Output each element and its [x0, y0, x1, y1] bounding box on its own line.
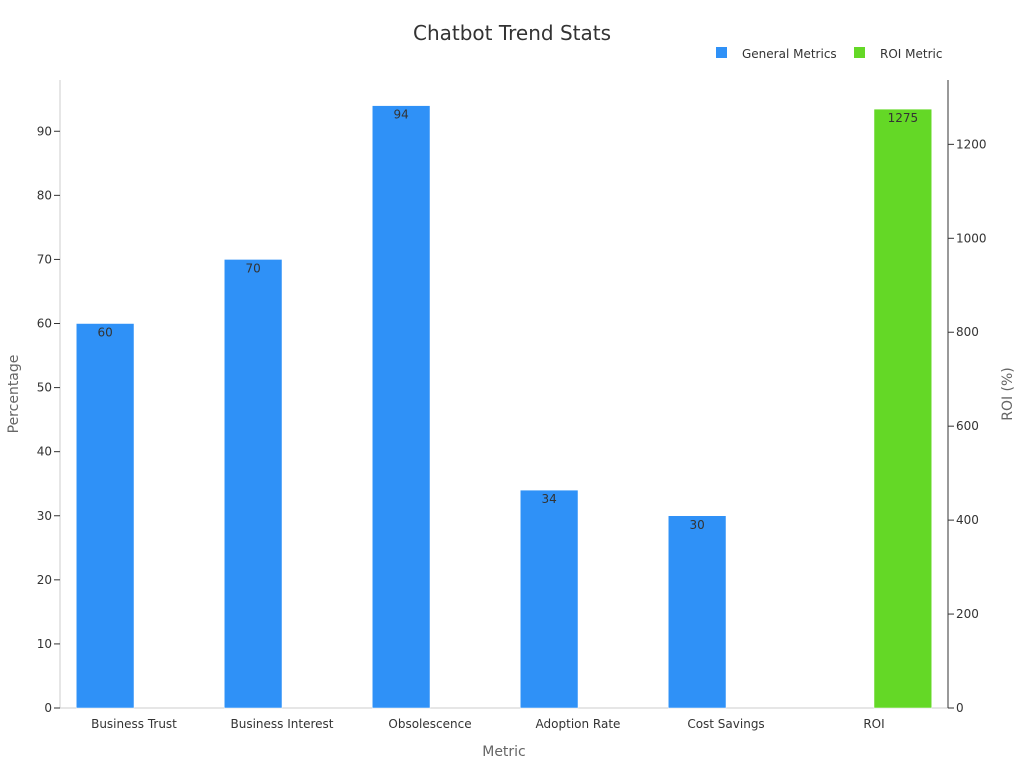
- legend-swatch-general-metrics: [716, 47, 727, 58]
- data-label-business-interest: 70: [245, 261, 260, 275]
- bar-adoption-rate: [520, 489, 579, 709]
- y-tick-label: 60: [37, 317, 52, 331]
- legend: General Metrics ROI Metric: [716, 47, 942, 61]
- bar-cost-savings: [668, 515, 727, 709]
- y-tick-label: 80: [37, 188, 52, 202]
- y-tick-label: 10: [37, 637, 52, 651]
- chart-title: Chatbot Trend Stats: [413, 21, 611, 45]
- y-tick-label: 30: [37, 509, 52, 523]
- y-tick-label: 0: [44, 701, 52, 715]
- x-tick-label-business-trust: Business Trust: [91, 717, 177, 731]
- data-label-roi: 1275: [888, 111, 919, 125]
- bar-roi: [873, 108, 932, 709]
- data-label-adoption-rate: 34: [541, 492, 556, 506]
- x-tick-label-adoption-rate: Adoption Rate: [536, 717, 621, 731]
- legend-label-roi-metric: ROI Metric: [880, 47, 942, 61]
- y-tick-label: 50: [37, 381, 52, 395]
- y2-tick-label: 1000: [956, 231, 987, 245]
- y-axis-title: Percentage: [6, 355, 22, 434]
- x-tick-label-business-interest: Business Interest: [231, 717, 334, 731]
- bar-business-trust: [76, 323, 135, 709]
- y-tick-label: 90: [37, 124, 52, 138]
- bar-business-interest: [224, 259, 283, 709]
- x-axis-title: Metric: [482, 744, 526, 760]
- bars: 60 70 94 34 30 1275: [76, 105, 932, 709]
- y-tick-label: 40: [37, 445, 52, 459]
- category-labels: Business Trust Business Interest Obsolesce…: [91, 717, 885, 731]
- data-label-cost-savings: 30: [689, 518, 704, 532]
- y2-axis-ticks: 0 200 400 600 800 1000 1200: [948, 137, 987, 715]
- x-tick-label-roi: ROI: [863, 717, 884, 731]
- y2-axis-title: ROI (%): [1000, 367, 1016, 421]
- y-tick-label: 20: [37, 573, 52, 587]
- y-tick-label: 70: [37, 252, 52, 266]
- y2-tick-label: 600: [956, 419, 979, 433]
- y2-tick-label: 200: [956, 607, 979, 621]
- data-label-obsolescence: 94: [393, 108, 408, 122]
- y2-tick-label: 1200: [956, 137, 987, 151]
- x-tick-label-cost-savings: Cost Savings: [687, 717, 764, 731]
- legend-swatch-roi-metric: [854, 47, 865, 58]
- y-axis-ticks: 0 10 20 30 40 50 60 70 80 90: [37, 124, 60, 715]
- y2-tick-label: 400: [956, 513, 979, 527]
- x-tick-label-obsolescence: Obsolescence: [388, 717, 471, 731]
- y2-tick-label: 0: [956, 701, 964, 715]
- bar-obsolescence: [372, 105, 431, 709]
- data-label-business-trust: 60: [97, 326, 112, 340]
- y2-tick-label: 800: [956, 325, 979, 339]
- legend-label-general-metrics: General Metrics: [742, 47, 837, 61]
